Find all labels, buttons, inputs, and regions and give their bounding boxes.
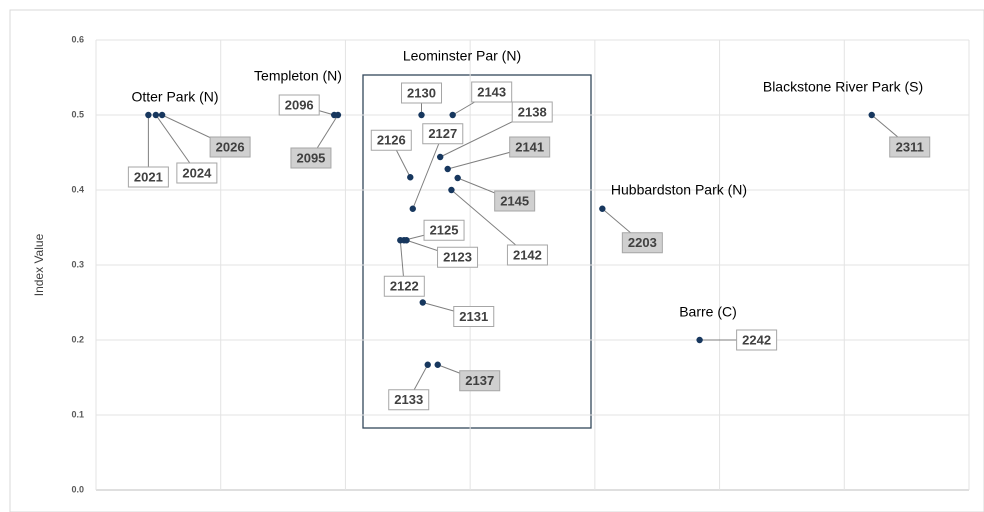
label-box xyxy=(383,275,425,297)
data-label: 2126 xyxy=(377,133,406,148)
group-annotation: Otter Park (N) xyxy=(131,89,218,105)
point xyxy=(419,299,426,306)
data-label: 2138 xyxy=(518,104,547,119)
label-box xyxy=(176,162,218,184)
leader-line xyxy=(412,133,444,209)
data-label: 2142 xyxy=(513,247,542,262)
point xyxy=(407,174,414,181)
group-annotation: Templeton (N) xyxy=(254,68,342,84)
point xyxy=(696,336,703,344)
label-box xyxy=(422,123,464,145)
group-box xyxy=(362,74,592,429)
data-label: 2131 xyxy=(459,309,488,324)
point xyxy=(158,111,166,119)
data-label: 2021 xyxy=(134,169,163,184)
point xyxy=(434,361,441,368)
label-box xyxy=(736,329,778,351)
data-label: 2145 xyxy=(500,193,529,208)
label-box xyxy=(370,129,412,151)
group-annotation: Blackstone River Park (S) xyxy=(763,79,923,95)
point xyxy=(454,174,461,182)
group-annotation: Leominster Par (N) xyxy=(403,48,521,64)
point xyxy=(403,237,410,244)
label-box xyxy=(388,389,430,411)
label-box xyxy=(437,246,479,268)
data-label: 2137 xyxy=(465,373,494,388)
label-box xyxy=(209,136,251,158)
data-label: 2203 xyxy=(628,235,657,250)
data-label: 2096 xyxy=(285,97,314,112)
label-box xyxy=(290,147,332,169)
data-label: 2026 xyxy=(216,139,245,154)
point xyxy=(334,111,342,119)
label-box xyxy=(494,190,536,212)
data-label: 2242 xyxy=(742,332,771,347)
y-tick-label: 0.6 xyxy=(71,34,84,44)
label-box xyxy=(453,306,495,327)
point xyxy=(448,186,455,194)
y-tick-label: 0.1 xyxy=(71,409,84,419)
point xyxy=(409,205,416,212)
label-box xyxy=(511,101,553,123)
data-label: 2143 xyxy=(477,84,506,99)
group-annotation: Hubbardston Park (N) xyxy=(611,182,747,198)
point xyxy=(397,237,404,244)
data-label: 2095 xyxy=(296,150,325,165)
point xyxy=(599,205,606,212)
data-label: 2125 xyxy=(430,223,459,238)
label-box xyxy=(423,219,465,241)
label-box xyxy=(471,81,513,103)
label-box xyxy=(278,94,320,116)
data-label: 2024 xyxy=(182,165,212,180)
label-box xyxy=(509,136,551,158)
y-tick-label: 0.2 xyxy=(71,334,84,344)
group-annotation: Barre (C) xyxy=(679,304,737,320)
point xyxy=(449,111,456,119)
label-box xyxy=(401,82,443,104)
leader-line xyxy=(451,189,528,256)
label-box xyxy=(506,244,548,266)
y-tick-label: 0.0 xyxy=(71,484,84,494)
point xyxy=(418,111,425,119)
data-label: 2122 xyxy=(390,279,419,294)
data-label: 2130 xyxy=(407,85,436,100)
y-tick-label: 0.5 xyxy=(71,109,84,119)
data-label: 2127 xyxy=(428,126,457,141)
label-box xyxy=(889,136,931,158)
data-label: 2141 xyxy=(515,139,544,154)
point xyxy=(424,361,431,368)
point xyxy=(145,111,152,119)
data-label: 2311 xyxy=(896,139,924,154)
label-box xyxy=(127,166,169,188)
label-box xyxy=(621,232,663,254)
data-label: 2133 xyxy=(394,392,423,407)
data-label: 2123 xyxy=(443,250,472,265)
y-tick-label: 0.3 xyxy=(71,259,84,269)
point xyxy=(444,165,451,173)
point xyxy=(152,111,160,119)
y-axis-label: Index Value xyxy=(32,233,46,296)
label-box xyxy=(459,370,501,392)
point xyxy=(437,153,444,161)
point xyxy=(868,111,875,119)
y-tick-label: 0.4 xyxy=(71,184,84,194)
